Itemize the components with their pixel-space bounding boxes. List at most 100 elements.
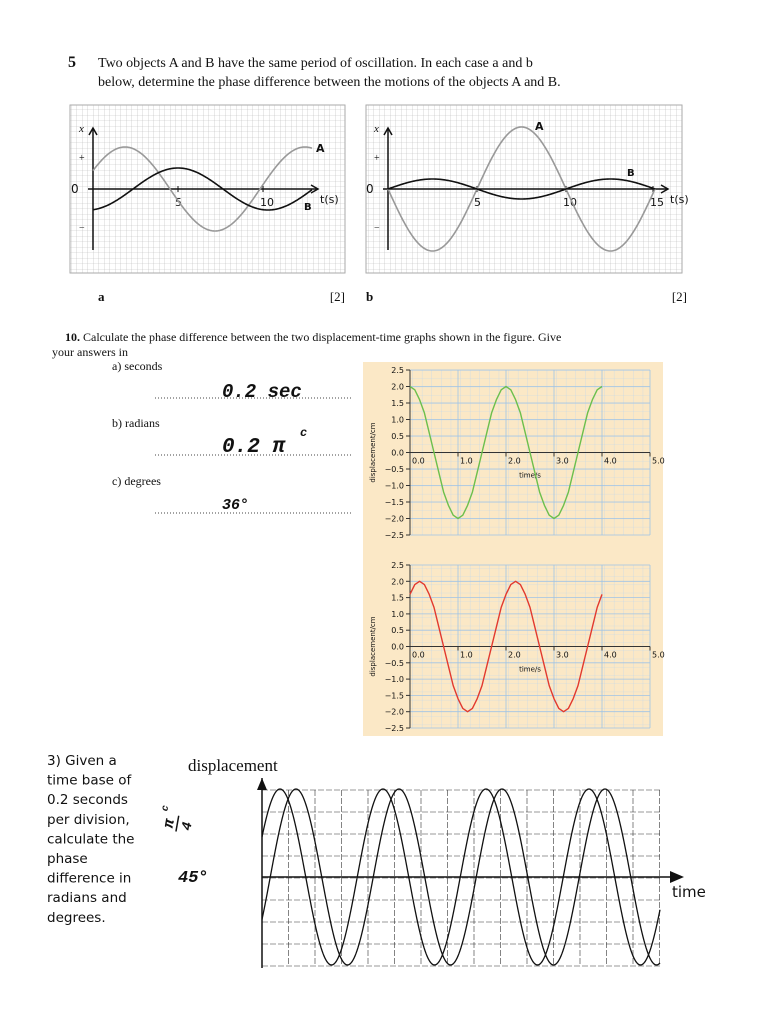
question-line: 0.2 seconds xyxy=(47,792,128,808)
question-text: 10. Calculate the phase difference betwe… xyxy=(65,330,561,344)
y-tick-label: 2.5 xyxy=(391,561,404,570)
curve-label: B xyxy=(627,168,635,179)
y-tick-label: −1.0 xyxy=(385,482,404,491)
question-text: your answers in xyxy=(52,345,128,359)
curve-a xyxy=(92,146,313,232)
handwritten-superscript: c xyxy=(300,426,307,440)
question-line: 3) Given a xyxy=(47,753,117,769)
arrow xyxy=(670,871,684,883)
x-tick-label: 0.0 xyxy=(412,457,425,466)
question-text: below, determine the phase difference be… xyxy=(98,75,561,90)
y-tick-label: −1.5 xyxy=(385,498,404,507)
q5-graphs: x+0−5 10 t(s)ABx+0−5 10 15 t(s)AB xyxy=(71,120,689,252)
marks: [2] xyxy=(672,289,687,304)
question-line: degrees. xyxy=(47,910,106,926)
x-tick-label: 5 xyxy=(474,196,481,209)
y-axis-label: displacement/cm xyxy=(369,422,377,482)
question-text: Two objects A and B have the same period… xyxy=(98,56,533,71)
y-tick-label: 1.0 xyxy=(391,610,404,619)
question-line: phase xyxy=(47,851,88,867)
curve-b xyxy=(92,167,313,211)
fraction-bar xyxy=(175,815,180,832)
axis-label: displacement xyxy=(188,756,278,775)
y-tick-label: 1.5 xyxy=(391,399,404,408)
sign-label: − xyxy=(374,223,380,234)
axis-label: x xyxy=(78,123,84,135)
axis-label: t(s) xyxy=(320,193,339,206)
wave xyxy=(261,788,661,966)
caption: a xyxy=(98,289,105,304)
q3-graph xyxy=(257,778,684,968)
handwritten-answer: 36° xyxy=(222,497,249,514)
handwritten-answer: π 4 c xyxy=(160,805,196,832)
handwritten-answer: 45° xyxy=(178,869,209,888)
curve-label: B xyxy=(304,202,312,213)
superscript: c xyxy=(160,805,172,813)
x-tick-label: 15 xyxy=(650,196,664,209)
x-tick-label: 3.0 xyxy=(556,457,569,466)
question-line: difference in xyxy=(47,871,131,887)
y-tick-label: 2.0 xyxy=(391,383,404,392)
y-tick-label: −2.5 xyxy=(385,531,404,540)
question-number: 5 xyxy=(68,54,76,71)
x-axis-label: time/s xyxy=(519,472,541,480)
y-tick-label: 1.0 xyxy=(391,416,404,425)
arrow xyxy=(660,184,670,194)
sign-label: + xyxy=(79,153,85,164)
y-tick-label: −1.5 xyxy=(385,691,404,700)
arrow xyxy=(88,126,98,136)
question-number: 10. xyxy=(65,330,80,344)
numerator: π xyxy=(161,817,179,830)
y-tick-label: 0.0 xyxy=(391,449,404,458)
x-tick-label: 4.0 xyxy=(604,457,617,466)
zero-label: 0 xyxy=(366,182,374,196)
question-line: calculate the xyxy=(47,831,135,847)
axis-label: x xyxy=(373,123,379,135)
arrow xyxy=(310,184,320,194)
x-tick-label: 1.0 xyxy=(460,457,473,466)
y-tick-label: 0.0 xyxy=(391,643,404,652)
part-label: a) seconds xyxy=(112,359,163,373)
x-tick-label: 0.0 xyxy=(412,651,425,660)
y-tick-label: 0.5 xyxy=(391,626,404,635)
arrow xyxy=(257,778,267,790)
caption: b xyxy=(366,289,373,304)
y-tick-label: 2.5 xyxy=(391,366,404,375)
x-tick-label: 4.0 xyxy=(604,651,617,660)
sign-label: − xyxy=(79,223,85,234)
y-axis-label: displacement/cm xyxy=(369,616,377,676)
x-tick-label: 3.0 xyxy=(556,651,569,660)
question-text: 3) Given a time base of 0.2 seconds per div… xyxy=(47,753,135,926)
y-tick-label: −1.0 xyxy=(385,675,404,684)
arrow xyxy=(383,126,393,136)
x-tick-label: 2.0 xyxy=(508,457,521,466)
y-tick-label: 0.5 xyxy=(391,432,404,441)
y-tick-label: −0.5 xyxy=(385,465,404,474)
denominator: 4 xyxy=(179,821,196,832)
q10-charts: 2.5 2.0 1.5 1.0 0.5 0.0 −0.5 −1.0 −1.5 −2.0 −2.5 0.… xyxy=(369,366,665,733)
part-label: b) radians xyxy=(112,416,160,430)
x-tick-label: 5.0 xyxy=(652,651,665,660)
data-line xyxy=(409,580,603,713)
y-tick-label: 2.0 xyxy=(391,577,404,586)
sign-label: + xyxy=(374,153,380,164)
x-axis-label: time/s xyxy=(519,666,541,674)
x-tick-label: 10 xyxy=(260,196,274,209)
marks: [2] xyxy=(330,289,345,304)
handwritten-answer: 0.2 sec xyxy=(222,381,302,403)
y-tick-label: −2.5 xyxy=(385,724,404,733)
y-tick-label: −2.0 xyxy=(385,515,404,524)
question-line: radians and xyxy=(47,890,127,906)
part-label: c) degrees xyxy=(112,474,161,488)
axis-label: time xyxy=(672,883,706,901)
x-tick-label: 5.0 xyxy=(652,457,665,466)
wave xyxy=(261,788,661,966)
curve-a xyxy=(387,126,656,252)
question-line: per division, xyxy=(47,812,130,828)
y-tick-label: −0.5 xyxy=(385,659,404,668)
x-tick-label: 1.0 xyxy=(460,651,473,660)
x-tick-label: 2.0 xyxy=(508,651,521,660)
axis-label: t(s) xyxy=(670,193,689,206)
y-tick-label: −2.0 xyxy=(385,708,404,717)
